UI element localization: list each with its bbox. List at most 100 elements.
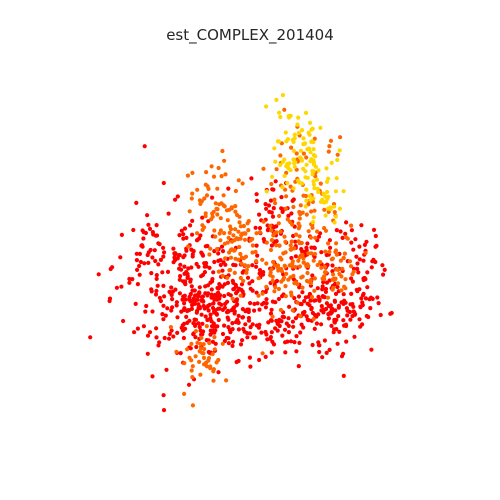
scatter-point — [278, 229, 283, 234]
scatter-point — [217, 296, 222, 301]
scatter-point — [276, 286, 281, 292]
scatter-point — [294, 151, 299, 156]
scatter-point — [163, 313, 168, 318]
scatter-point — [342, 284, 347, 289]
scatter-point — [301, 325, 306, 330]
scatter-point — [304, 314, 309, 319]
scatter-point — [286, 330, 291, 335]
scatter-point — [216, 269, 221, 274]
scatter-point — [237, 214, 242, 219]
scatter-point — [332, 277, 337, 282]
scatter-point — [140, 244, 145, 249]
scatter-point — [365, 270, 370, 275]
scatter-point — [182, 391, 187, 396]
scatter-point — [147, 330, 153, 335]
scatter-point — [245, 335, 250, 340]
scatter-point — [312, 208, 317, 213]
scatter-point — [310, 225, 315, 230]
scatter-point — [264, 301, 269, 306]
scatter-point — [280, 294, 285, 299]
scatter-point — [288, 247, 293, 252]
scatter-point — [231, 233, 236, 238]
scatter-point — [230, 339, 236, 344]
scatter-point — [188, 346, 193, 351]
scatter-point — [216, 306, 221, 311]
scatter-point — [295, 122, 300, 127]
scatter-point — [296, 130, 301, 135]
scatter-point — [298, 203, 303, 208]
scatter-point — [202, 196, 207, 201]
scatter-point — [348, 317, 353, 322]
scatter-point — [222, 158, 227, 163]
scatter-point — [271, 187, 276, 192]
scatter-point — [161, 254, 166, 259]
scatter-point — [193, 354, 198, 359]
scatter-point — [171, 246, 176, 251]
scatter-point — [312, 288, 317, 293]
scatter-point — [296, 294, 302, 299]
scatter-point — [343, 322, 349, 327]
scatter-point — [351, 247, 356, 252]
scatter-point — [157, 295, 162, 300]
scatter-point — [357, 257, 362, 262]
scatter-point — [171, 260, 176, 265]
scatter-point — [339, 274, 344, 279]
scatter-point — [187, 209, 192, 214]
scatter-point — [291, 186, 296, 191]
scatter-point — [334, 241, 339, 246]
scatter-point — [361, 291, 366, 296]
scatter-point — [333, 214, 338, 219]
scatter-point — [279, 206, 284, 211]
scatter-point — [227, 268, 232, 273]
scatter-point — [252, 301, 257, 306]
scatter-point — [311, 196, 316, 201]
scatter-point — [160, 312, 165, 317]
scatter-point — [201, 342, 206, 347]
scatter-point — [328, 310, 333, 315]
scatter-point — [335, 281, 341, 286]
scatter-point — [223, 172, 228, 177]
scatter-point — [222, 282, 227, 287]
scatter-point — [233, 256, 238, 261]
scatter-point — [197, 325, 202, 330]
scatter-point — [217, 282, 222, 287]
scatter-point — [300, 252, 305, 257]
scatter-point — [204, 360, 209, 365]
scatter-point — [341, 318, 346, 323]
scatter-point — [152, 248, 157, 253]
scatter-point — [323, 270, 328, 275]
scatter-point — [306, 130, 311, 135]
scatter-point — [222, 293, 227, 299]
scatter-point — [335, 152, 340, 157]
scatter-point — [280, 185, 285, 190]
scatter-point — [296, 364, 301, 369]
scatter-point — [237, 244, 242, 250]
scatter-point — [194, 261, 199, 267]
scatter-point — [233, 227, 238, 232]
scatter-point — [340, 235, 345, 240]
scatter-point — [310, 310, 315, 316]
scatter-point — [215, 186, 220, 191]
scatter-point — [165, 269, 171, 274]
scatter-point — [310, 273, 315, 278]
scatter-point — [146, 260, 151, 265]
scatter-point — [311, 258, 316, 263]
scatter-point — [234, 359, 239, 365]
scatter-point — [233, 188, 238, 194]
scatter-point — [177, 291, 182, 296]
scatter-point — [208, 246, 213, 251]
scatter-point — [303, 175, 308, 180]
scatter-point — [149, 271, 154, 276]
scatter-point — [192, 299, 197, 305]
scatter-point — [182, 264, 187, 269]
scatter-point — [284, 194, 289, 199]
scatter-point — [114, 285, 119, 290]
scatter-point — [272, 289, 277, 294]
scatter-point — [289, 239, 294, 244]
scatter-point — [288, 243, 293, 248]
scatter-point — [328, 245, 333, 250]
scatter-point — [274, 278, 280, 284]
scatter-point — [312, 276, 317, 281]
scatter-point — [238, 342, 244, 347]
scatter-point — [284, 271, 289, 276]
